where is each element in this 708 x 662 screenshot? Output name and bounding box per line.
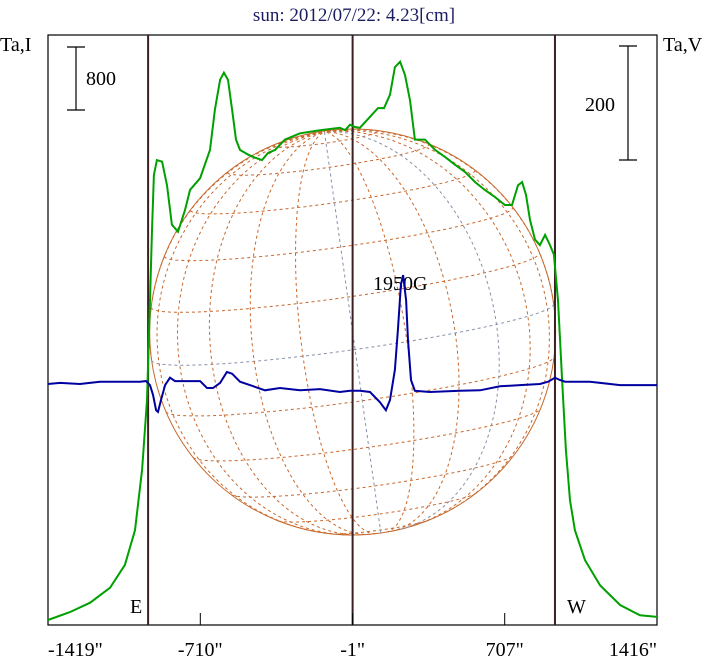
series-polarization-line bbox=[47, 274, 657, 414]
intensity-scale-label: 800 bbox=[86, 68, 116, 90]
x-tick-label: -1" bbox=[340, 639, 365, 661]
x-tick-label: -710" bbox=[178, 639, 223, 661]
limb-lines bbox=[147, 35, 556, 625]
longitude-line bbox=[324, 131, 415, 533]
longitude-line bbox=[324, 130, 531, 527]
latitude-line bbox=[150, 252, 540, 313]
solar-disk-grid bbox=[149, 128, 557, 536]
polarization-scale-bar bbox=[619, 45, 637, 161]
x-tick-label: -1419" bbox=[48, 639, 103, 661]
polarization-scale-label: 200 bbox=[585, 94, 615, 116]
latitude-line bbox=[278, 492, 477, 523]
chart-title: sun: 2012/07/22: 4.23[cm] bbox=[253, 5, 455, 26]
longitude-line bbox=[156, 131, 325, 532]
longitude-line bbox=[177, 131, 351, 536]
longitude-line bbox=[324, 129, 555, 304]
left-axis-label: Ta,I bbox=[0, 34, 31, 56]
longitude-line bbox=[149, 131, 325, 361]
intensity-scale-bar bbox=[67, 46, 85, 111]
x-axis: -1419" -710" -1" 707" 1416" bbox=[48, 613, 657, 661]
latitude-line bbox=[231, 454, 515, 498]
latitude-line bbox=[165, 356, 555, 417]
east-label: E bbox=[130, 596, 142, 618]
latitude-line bbox=[151, 303, 555, 366]
latitude-line bbox=[331, 519, 430, 535]
longitude-line bbox=[294, 131, 376, 535]
longitude-line bbox=[324, 131, 460, 532]
x-tick-label: 707" bbox=[486, 639, 524, 661]
right-axis-label: Ta,V bbox=[663, 34, 703, 56]
x-tick-label: 1416" bbox=[609, 639, 657, 661]
longitude-line bbox=[208, 131, 361, 536]
series-intensity-line bbox=[47, 59, 658, 621]
longitude-line bbox=[249, 131, 371, 535]
west-label: W bbox=[567, 596, 586, 618]
longitude-line bbox=[324, 131, 500, 530]
longitude-line bbox=[324, 130, 550, 513]
latitude-line bbox=[190, 170, 476, 215]
latitude-line bbox=[227, 144, 430, 176]
